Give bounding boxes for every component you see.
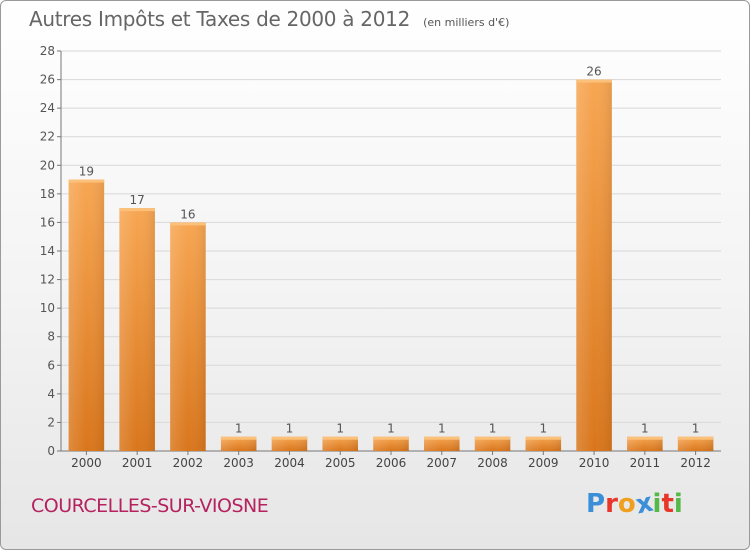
x-tick-label: 2005 xyxy=(325,456,356,470)
bar-top xyxy=(170,222,206,226)
y-tick-label: 24 xyxy=(40,101,55,115)
data-label: 1 xyxy=(438,422,446,436)
x-tick-label: 2002 xyxy=(173,456,204,470)
logo-letter: r xyxy=(605,489,618,519)
logo-letter: t xyxy=(661,489,674,519)
bar-top xyxy=(424,436,460,440)
proxiti-logo: Proxiti xyxy=(586,488,683,521)
y-tick-label: 26 xyxy=(40,73,55,87)
commune-name: COURCELLES-SUR-VIOSNE xyxy=(31,495,269,517)
y-tick-label: 28 xyxy=(40,44,55,58)
bar-shade xyxy=(627,436,663,451)
data-label: 1 xyxy=(235,422,243,436)
y-tick-label: 20 xyxy=(40,158,55,172)
y-tick-label: 14 xyxy=(40,244,55,258)
bar-shade xyxy=(677,436,714,451)
chart-subtitle: (en milliers d'€) xyxy=(423,16,510,29)
chart-title: Autres Impôts et Taxes de 2000 à 2012 xyxy=(29,7,410,31)
data-label: 19 xyxy=(79,165,94,179)
y-tick-label: 6 xyxy=(47,358,55,372)
bar-top xyxy=(119,208,155,212)
logo-letter: P xyxy=(586,489,606,519)
bar-shade xyxy=(576,79,612,452)
y-tick-label: 4 xyxy=(47,387,55,401)
logo-letter: i xyxy=(673,489,683,519)
title-block: Autres Impôts et Taxes de 2000 à 2012 (e… xyxy=(29,7,509,31)
x-tick-label: 2003 xyxy=(223,456,254,470)
bar-shade xyxy=(322,436,358,451)
bar-top xyxy=(576,79,612,83)
bar-top xyxy=(474,436,511,440)
x-tick-label: 2007 xyxy=(426,456,457,470)
x-tick-label: 2012 xyxy=(680,456,711,470)
bar-shade xyxy=(373,436,409,451)
x-tick-label: 2006 xyxy=(376,456,407,470)
y-tick-label: 18 xyxy=(40,187,55,201)
x-tick-label: 2008 xyxy=(477,456,508,470)
y-tick-label: 2 xyxy=(47,415,55,429)
bar-top xyxy=(627,436,663,440)
x-tick-label: 2004 xyxy=(274,456,305,470)
data-label: 1 xyxy=(336,422,344,436)
y-tick-label: 12 xyxy=(40,273,55,287)
data-label: 1 xyxy=(286,422,294,436)
bar-shade xyxy=(119,208,155,451)
bar-shade xyxy=(271,436,308,451)
bar-shade xyxy=(424,436,460,451)
x-tick-label: 2010 xyxy=(579,456,610,470)
x-tick-label: 2000 xyxy=(71,456,102,470)
bar-shade xyxy=(170,222,206,451)
x-tick-label: 2001 xyxy=(122,456,153,470)
bar-top xyxy=(220,436,257,440)
data-label: 1 xyxy=(641,422,649,436)
data-label: 1 xyxy=(387,422,395,436)
bar-shade xyxy=(220,436,257,451)
y-tick-label: 22 xyxy=(40,130,55,144)
data-label: 16 xyxy=(180,207,195,221)
y-tick-label: 0 xyxy=(47,444,55,458)
x-tick-label: 2009 xyxy=(528,456,559,470)
data-label: 17 xyxy=(130,193,145,207)
x-tick-label: 2011 xyxy=(630,456,661,470)
bar-top xyxy=(68,179,105,183)
logo-letter: o xyxy=(617,489,636,519)
bar-shade xyxy=(525,436,562,451)
y-tick-label: 16 xyxy=(40,215,55,229)
y-tick-label: 8 xyxy=(47,330,55,344)
bar-shade xyxy=(68,179,105,452)
data-label: 1 xyxy=(489,422,497,436)
data-label: 26 xyxy=(586,65,601,79)
y-tick-label: 10 xyxy=(40,301,55,315)
data-label: 1 xyxy=(692,422,700,436)
bar-top xyxy=(271,436,308,440)
bar-top xyxy=(677,436,714,440)
data-label: 1 xyxy=(539,422,547,436)
bar-top xyxy=(322,436,358,440)
bar-top xyxy=(373,436,409,440)
bar-shade xyxy=(474,436,511,451)
logo-letter: i xyxy=(652,489,662,519)
bar-top xyxy=(525,436,562,440)
